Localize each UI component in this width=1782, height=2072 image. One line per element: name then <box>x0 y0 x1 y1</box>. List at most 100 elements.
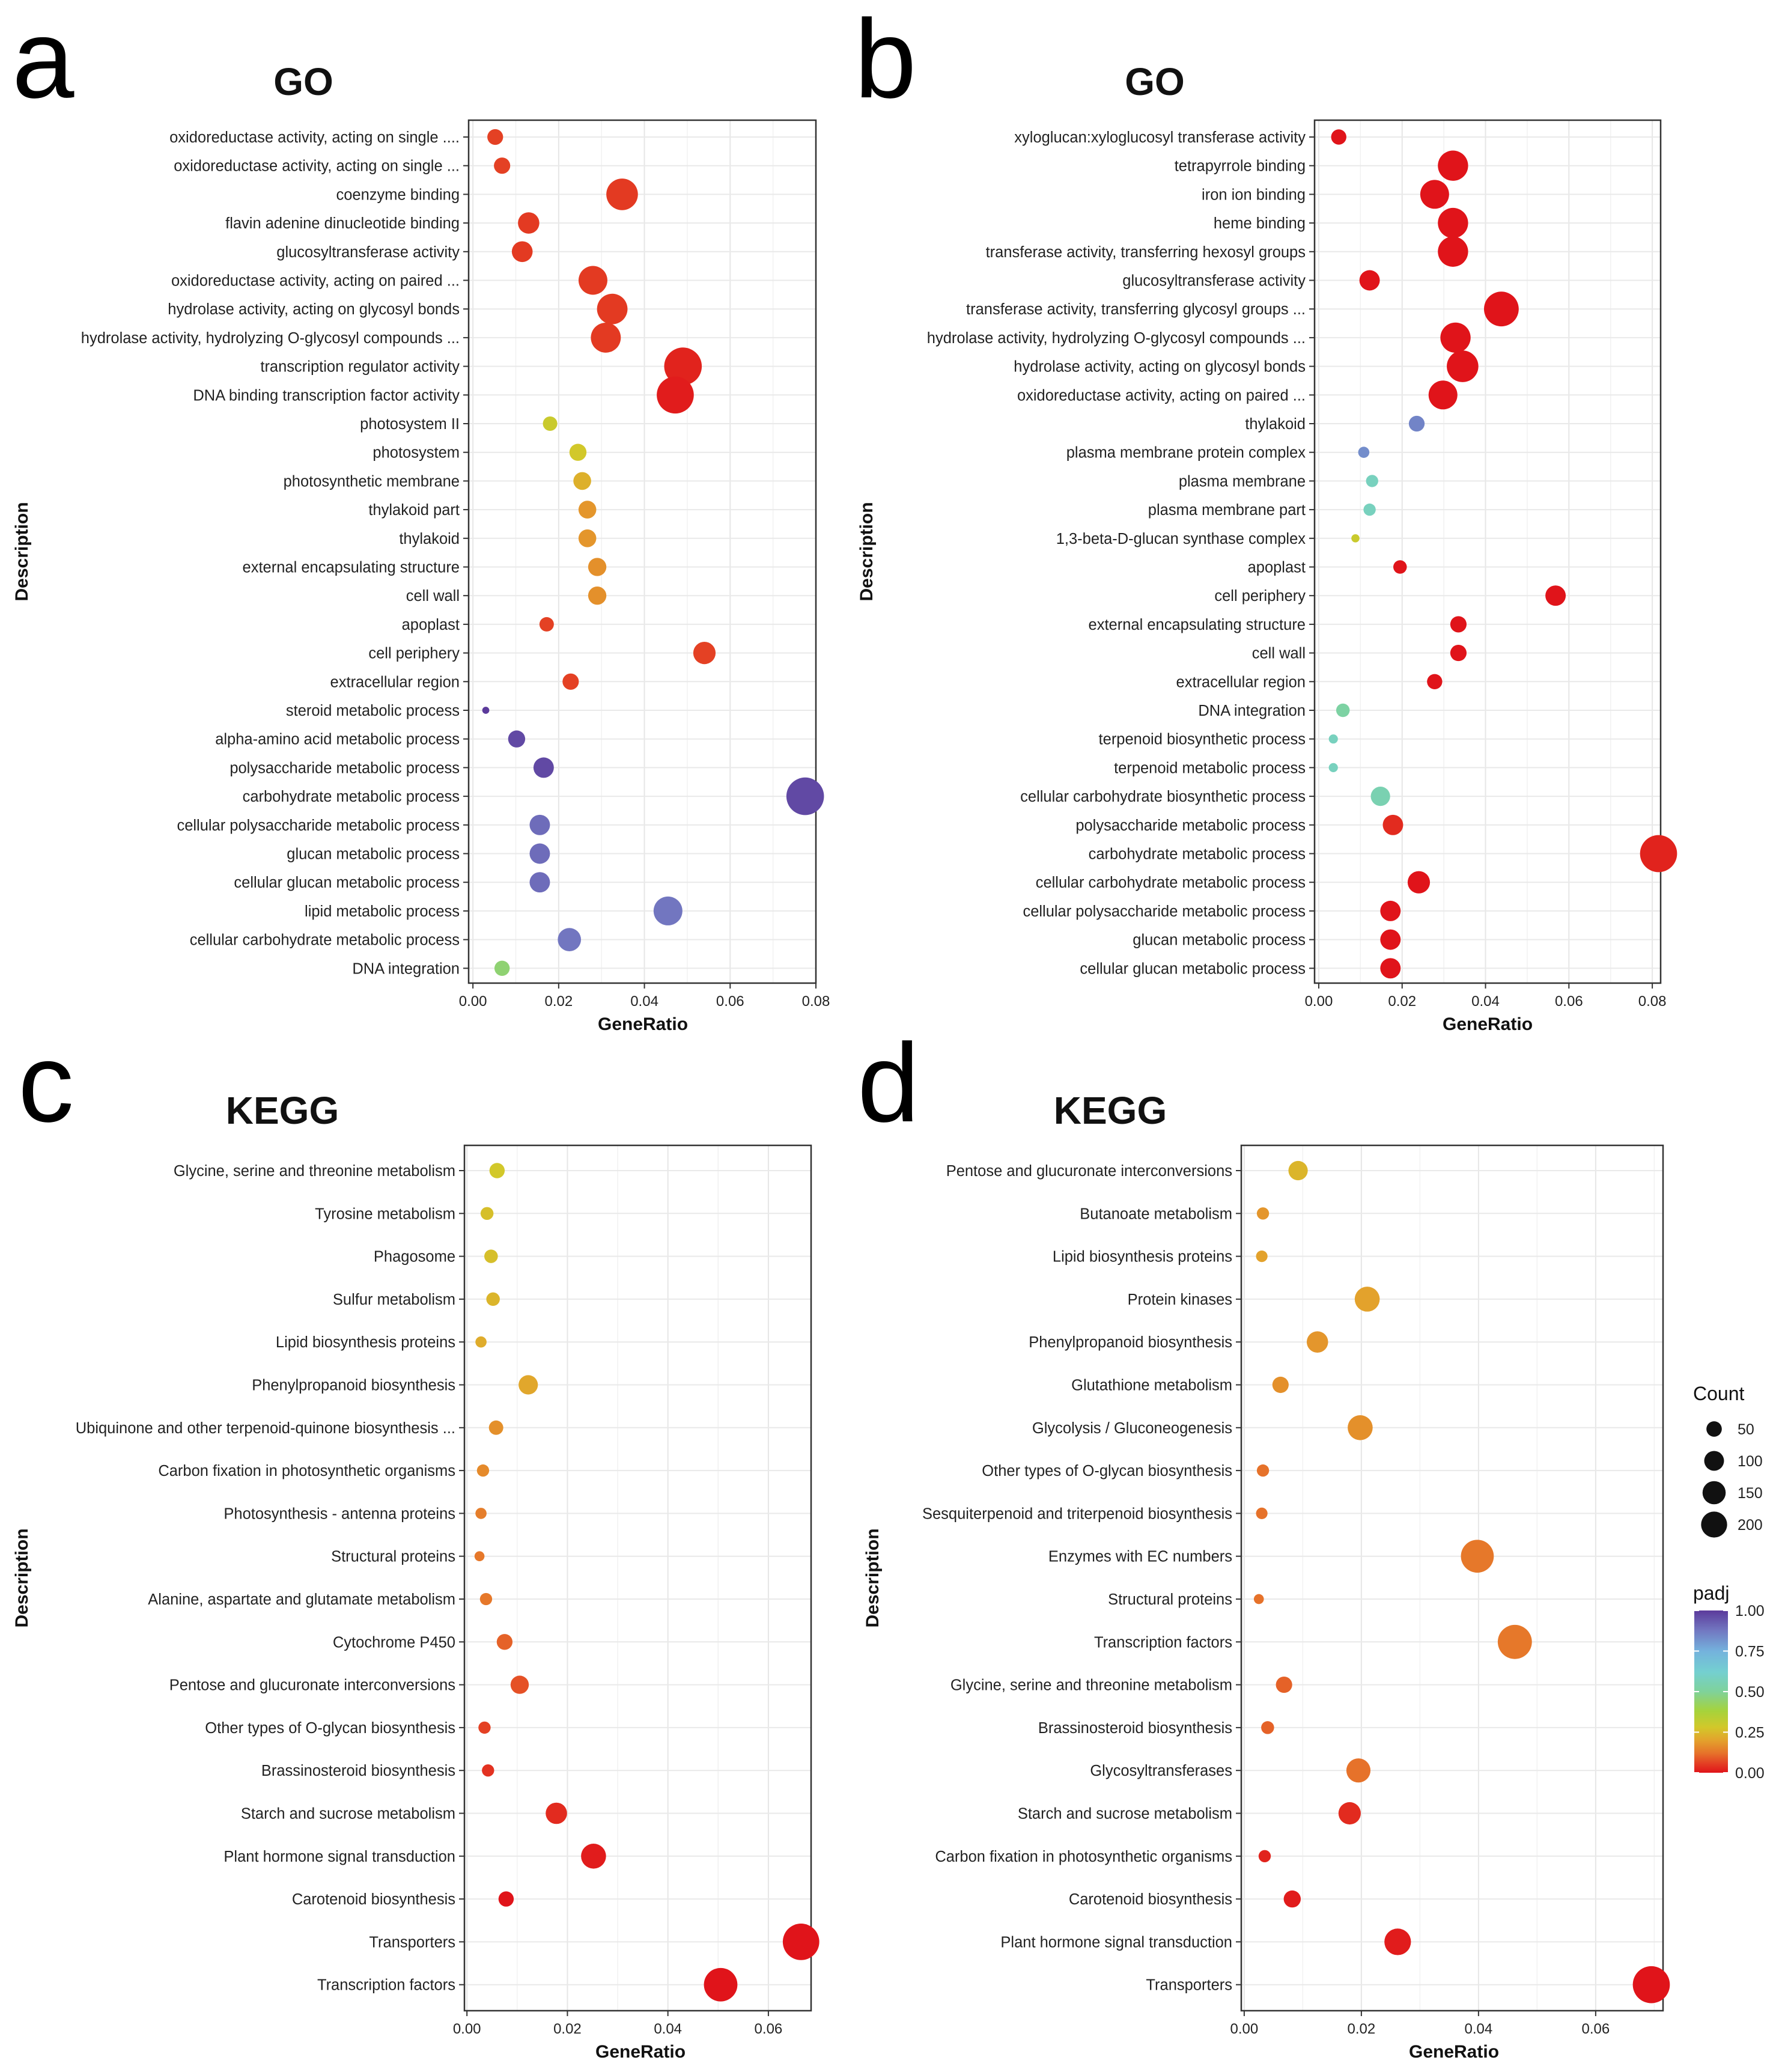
x-tick-label: 0.04 <box>654 2021 682 2037</box>
category-label: oxidoreductase activity, acting on singl… <box>174 158 460 175</box>
category-label: photosynthetic membrane <box>284 473 460 490</box>
count-legend-label: 200 <box>1738 1517 1763 1534</box>
data-point <box>562 673 579 690</box>
chart-title: GO <box>1125 60 1185 103</box>
category-label: transcription regulator activity <box>260 359 460 376</box>
panel-c: c KEGG Glycine, serine and threonine metab… <box>12 1021 820 2062</box>
data-point <box>786 777 824 815</box>
data-point <box>510 1675 529 1694</box>
data-point <box>1346 1758 1371 1783</box>
count-legend-dot <box>1701 1511 1727 1538</box>
category-label: steroid metabolic process <box>286 702 460 719</box>
category-label: thylakoid <box>399 531 460 547</box>
x-tick-label: 0.06 <box>1582 2021 1610 2037</box>
category-label: extracellular region <box>1176 674 1306 690</box>
category-label: Structural proteins <box>331 1549 455 1565</box>
data-point <box>1438 150 1468 181</box>
data-point <box>1328 763 1338 772</box>
category-label: Other types of O-glycan biosynthesis <box>205 1720 455 1737</box>
category-label: Glycine, serine and threonine metabolism <box>174 1163 455 1180</box>
x-tick-label: 0.04 <box>1465 2021 1493 2037</box>
x-axis-title: GeneRatio <box>598 1014 688 1034</box>
panel-letter: a <box>12 0 75 121</box>
category-label: polysaccharide metabolic process <box>1075 817 1306 834</box>
category-label: cellular glucan metabolic process <box>1080 960 1306 977</box>
data-point <box>664 347 702 385</box>
category-label: Structural proteins <box>1108 1591 1232 1608</box>
data-point <box>1363 503 1376 516</box>
category-label: Transporters <box>1146 1977 1232 1994</box>
category-label: hydrolase activity, hydrolyzing O-glycos… <box>81 330 460 347</box>
category-label: oxidoreductase activity, acting on paire… <box>1017 387 1306 404</box>
padj-legend-label: 0.00 <box>1735 1765 1765 1782</box>
category-label: DNA integration <box>1198 702 1306 719</box>
data-point <box>1384 1928 1411 1955</box>
plot-border <box>1240 1144 1664 2012</box>
category-label: coenzyme binding <box>336 186 460 203</box>
x-tick-label: 0.00 <box>453 2021 481 2037</box>
x-tick-label: 0.04 <box>1471 993 1500 1010</box>
category-label: Glutathione metabolism <box>1071 1377 1232 1394</box>
category-label: external encapsulating structure <box>1089 617 1306 633</box>
category-label: Pentose and glucuronate interconversions <box>169 1677 455 1694</box>
count-legend-label: 100 <box>1738 1453 1763 1470</box>
category-label: Sulfur metabolism <box>333 1291 455 1308</box>
category-label: heme binding <box>1214 215 1306 232</box>
data-point <box>498 1891 514 1907</box>
data-point <box>476 1464 490 1477</box>
x-tick-label: 0.08 <box>802 993 830 1010</box>
x-tick-label: 0.06 <box>716 993 744 1010</box>
data-point <box>543 416 558 431</box>
category-label: plasma membrane <box>1179 473 1306 490</box>
data-point <box>1328 734 1338 744</box>
padj-legend-label: 0.50 <box>1735 1684 1765 1701</box>
x-axis-title: GeneRatio <box>595 2042 686 2062</box>
data-point <box>486 1292 500 1306</box>
data-point <box>482 1764 494 1777</box>
category-label: Other types of O-glycan biosynthesis <box>982 1463 1232 1479</box>
data-point <box>1407 871 1431 894</box>
data-point <box>474 1551 485 1562</box>
category-label: Carotenoid biosynthesis <box>1069 1891 1232 1908</box>
category-label: cell wall <box>406 588 460 605</box>
data-point <box>1427 674 1443 689</box>
data-point <box>1380 929 1401 950</box>
padj-colorbar <box>1694 1610 1728 1773</box>
padj-legend-label: 1.00 <box>1735 1603 1765 1620</box>
category-label: cell periphery <box>368 645 460 662</box>
category-label: Carotenoid biosynthesis <box>292 1891 455 1908</box>
data-point <box>578 266 607 295</box>
data-point <box>704 1967 738 2002</box>
data-point <box>478 1721 491 1734</box>
data-point <box>1351 534 1360 543</box>
panel-a: a GO oxidoreductase activity, acting on si… <box>12 0 830 1034</box>
category-label: cellular glucan metabolic process <box>234 874 460 891</box>
category-label: carbohydrate metabolic process <box>1089 846 1306 863</box>
data-point <box>494 157 511 174</box>
data-point <box>496 1634 513 1650</box>
category-label: Carbon fixation in photosynthetic organi… <box>158 1463 455 1479</box>
data-point <box>529 814 550 835</box>
category-label: cellular carbohydrate metabolic process <box>190 932 460 949</box>
data-point <box>1276 1677 1292 1693</box>
data-point <box>653 896 683 925</box>
data-point <box>1438 236 1468 267</box>
data-point <box>1354 1287 1380 1312</box>
data-point <box>1380 900 1401 921</box>
x-tick-label: 0.08 <box>1638 993 1667 1010</box>
x-tick-label: 0.00 <box>1230 2021 1259 2037</box>
category-label: DNA integration <box>352 960 460 977</box>
data-point <box>1256 1507 1268 1519</box>
x-tick-label: 0.02 <box>1348 2021 1376 2037</box>
data-point <box>1348 1415 1373 1440</box>
data-point <box>529 843 550 864</box>
category-label: Glycosyltransferases <box>1090 1763 1232 1779</box>
y-axis-title: Description <box>857 502 877 601</box>
data-point <box>591 322 621 353</box>
data-point <box>1380 958 1401 979</box>
x-tick-label: 0.00 <box>1305 993 1333 1010</box>
data-point <box>1420 180 1449 209</box>
data-point <box>1438 207 1468 239</box>
data-point <box>494 960 510 976</box>
